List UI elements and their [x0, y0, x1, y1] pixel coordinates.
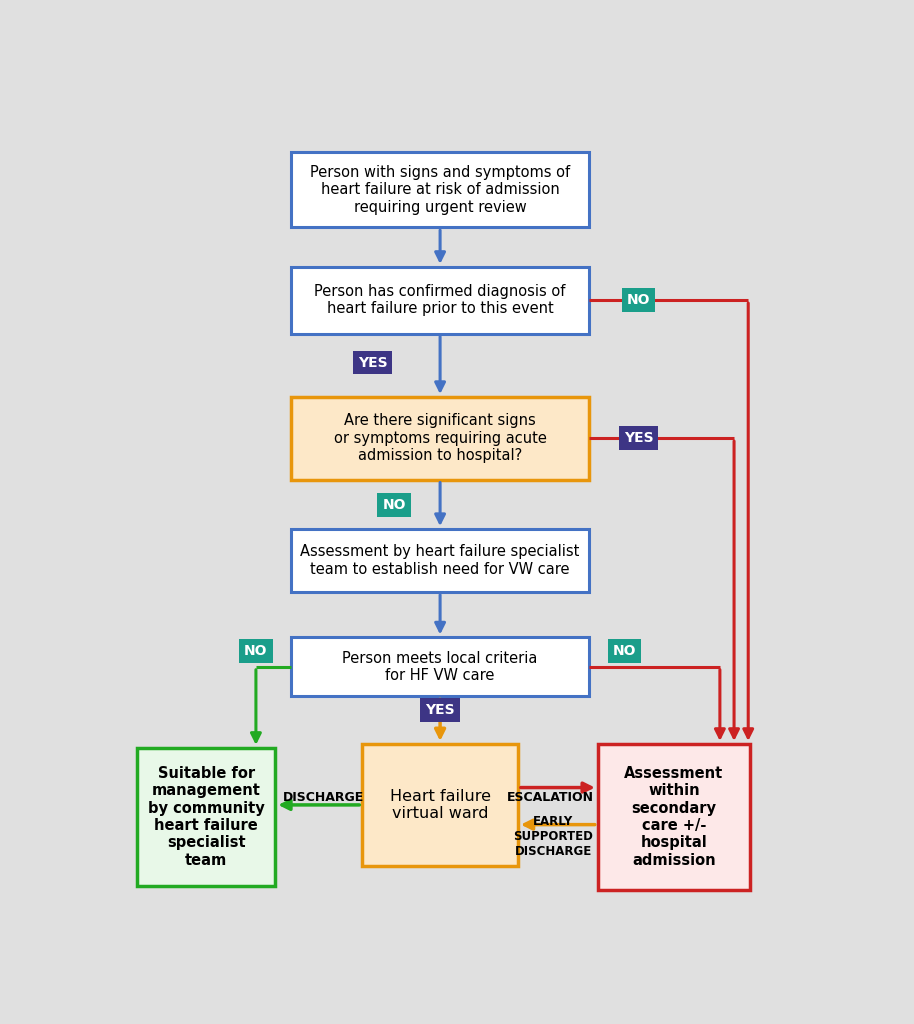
Text: Assessment by heart failure specialist
team to establish need for VW care: Assessment by heart failure specialist t…	[301, 545, 579, 577]
Text: Assessment
within
secondary
care +/-
hospital
admission: Assessment within secondary care +/- hos…	[624, 766, 724, 867]
FancyBboxPatch shape	[292, 397, 589, 479]
Text: EARLY
SUPPORTED
DISCHARGE: EARLY SUPPORTED DISCHARGE	[514, 815, 593, 858]
FancyBboxPatch shape	[292, 267, 589, 334]
Text: NO: NO	[612, 644, 636, 658]
Text: NO: NO	[627, 293, 650, 307]
FancyBboxPatch shape	[292, 153, 589, 227]
FancyBboxPatch shape	[362, 743, 518, 866]
Text: Heart failure
virtual ward: Heart failure virtual ward	[389, 788, 491, 821]
Text: YES: YES	[425, 703, 455, 717]
Text: NO: NO	[382, 499, 406, 512]
Text: ESCALATION: ESCALATION	[506, 791, 593, 804]
FancyBboxPatch shape	[598, 743, 750, 890]
Text: NO: NO	[244, 644, 268, 658]
Text: YES: YES	[623, 431, 654, 445]
Text: DISCHARGE: DISCHARGE	[282, 791, 364, 804]
Text: Person has confirmed diagnosis of
heart failure prior to this event: Person has confirmed diagnosis of heart …	[314, 284, 566, 316]
Text: Person meets local criteria
for HF VW care: Person meets local criteria for HF VW ca…	[343, 650, 537, 683]
Text: Person with signs and symptoms of
heart failure at risk of admission
requiring u: Person with signs and symptoms of heart …	[310, 165, 570, 215]
FancyBboxPatch shape	[137, 748, 275, 886]
Text: YES: YES	[358, 355, 388, 370]
Text: Are there significant signs
or symptoms requiring acute
admission to hospital?: Are there significant signs or symptoms …	[334, 414, 547, 463]
Text: Suitable for
management
by community
heart failure
specialist
team: Suitable for management by community hea…	[148, 766, 265, 867]
FancyBboxPatch shape	[292, 529, 589, 592]
FancyBboxPatch shape	[292, 637, 589, 696]
